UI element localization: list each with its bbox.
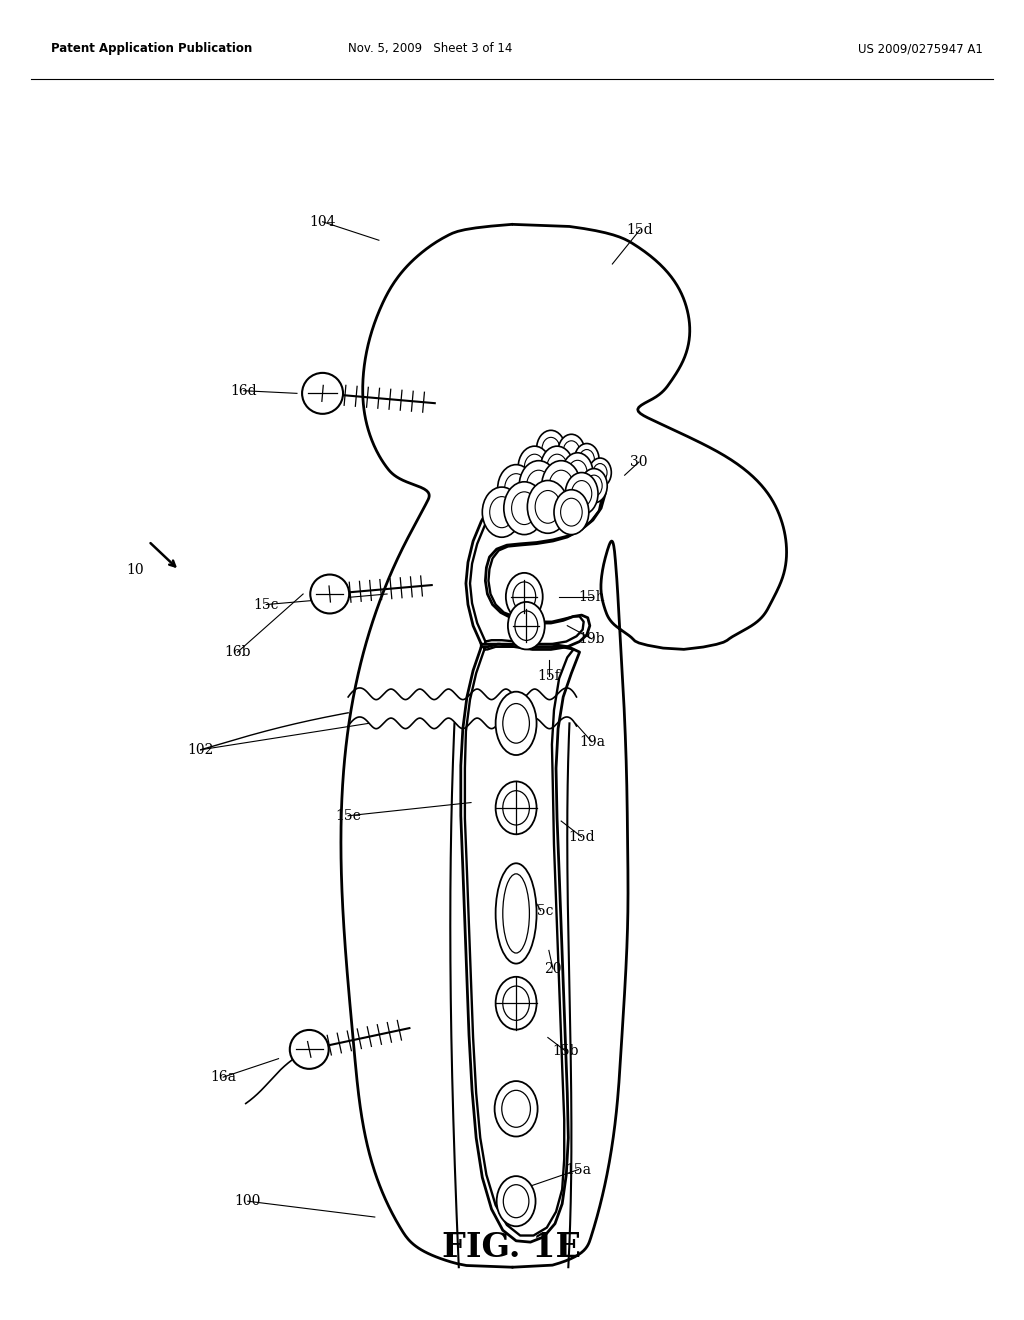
Ellipse shape: [503, 704, 529, 743]
Ellipse shape: [586, 475, 602, 496]
Ellipse shape: [504, 1185, 528, 1217]
Ellipse shape: [571, 480, 592, 507]
Ellipse shape: [508, 602, 545, 649]
Text: Patent Application Publication: Patent Application Publication: [51, 42, 253, 55]
Ellipse shape: [568, 461, 587, 484]
Text: 15f: 15f: [538, 669, 560, 682]
Ellipse shape: [563, 441, 580, 462]
Ellipse shape: [496, 863, 537, 964]
Text: US 2009/0275947 A1: US 2009/0275947 A1: [858, 42, 983, 55]
Ellipse shape: [503, 791, 529, 825]
Ellipse shape: [562, 453, 593, 492]
Ellipse shape: [513, 582, 536, 611]
Ellipse shape: [515, 611, 538, 640]
Ellipse shape: [536, 491, 560, 523]
Ellipse shape: [558, 434, 585, 469]
Ellipse shape: [502, 1090, 530, 1127]
Ellipse shape: [495, 1081, 538, 1137]
Ellipse shape: [527, 480, 568, 533]
Ellipse shape: [581, 469, 607, 503]
Ellipse shape: [310, 574, 349, 614]
Text: 10: 10: [126, 564, 144, 577]
Text: 16d: 16d: [230, 384, 257, 397]
Text: 15b: 15b: [552, 1044, 579, 1057]
Text: 15d: 15d: [627, 223, 653, 236]
Ellipse shape: [505, 474, 527, 503]
Text: 104: 104: [309, 215, 336, 228]
Text: 15h: 15h: [579, 590, 605, 603]
Text: 100: 100: [234, 1195, 261, 1208]
Ellipse shape: [302, 372, 343, 414]
Text: 15a: 15a: [565, 1163, 592, 1176]
Text: 19b: 19b: [579, 632, 605, 645]
Text: 16a: 16a: [210, 1071, 237, 1084]
Text: 20: 20: [544, 962, 562, 975]
Text: 16b: 16b: [224, 645, 251, 659]
Ellipse shape: [498, 465, 535, 512]
Ellipse shape: [496, 692, 537, 755]
Ellipse shape: [524, 454, 545, 480]
Ellipse shape: [497, 1176, 536, 1226]
Ellipse shape: [574, 444, 599, 475]
Ellipse shape: [482, 487, 521, 537]
Text: 102: 102: [187, 743, 214, 756]
Text: 15c: 15c: [528, 904, 553, 917]
Ellipse shape: [526, 470, 551, 502]
Ellipse shape: [541, 446, 573, 488]
Ellipse shape: [519, 461, 558, 511]
Ellipse shape: [560, 498, 583, 527]
Ellipse shape: [580, 450, 594, 469]
Text: Nov. 5, 2009   Sheet 3 of 14: Nov. 5, 2009 Sheet 3 of 14: [348, 42, 512, 55]
Ellipse shape: [589, 458, 611, 487]
Ellipse shape: [496, 781, 537, 834]
Ellipse shape: [547, 454, 567, 480]
Ellipse shape: [496, 977, 537, 1030]
Text: 15e: 15e: [335, 809, 361, 822]
Ellipse shape: [503, 986, 529, 1020]
Ellipse shape: [506, 573, 543, 620]
Ellipse shape: [489, 496, 514, 528]
Text: 15d: 15d: [568, 830, 595, 843]
Text: 15c: 15c: [254, 598, 279, 611]
Ellipse shape: [290, 1030, 329, 1069]
Ellipse shape: [542, 461, 581, 511]
Text: 30: 30: [630, 455, 648, 469]
Ellipse shape: [503, 874, 529, 953]
Text: FIG. 1E: FIG. 1E: [442, 1230, 582, 1265]
Ellipse shape: [565, 473, 598, 515]
Ellipse shape: [504, 482, 545, 535]
Ellipse shape: [537, 430, 565, 467]
Text: 19a: 19a: [579, 735, 605, 748]
Ellipse shape: [512, 492, 537, 524]
Ellipse shape: [554, 490, 589, 535]
Ellipse shape: [542, 437, 560, 461]
Ellipse shape: [593, 463, 607, 482]
Ellipse shape: [549, 470, 573, 502]
Ellipse shape: [518, 446, 551, 488]
